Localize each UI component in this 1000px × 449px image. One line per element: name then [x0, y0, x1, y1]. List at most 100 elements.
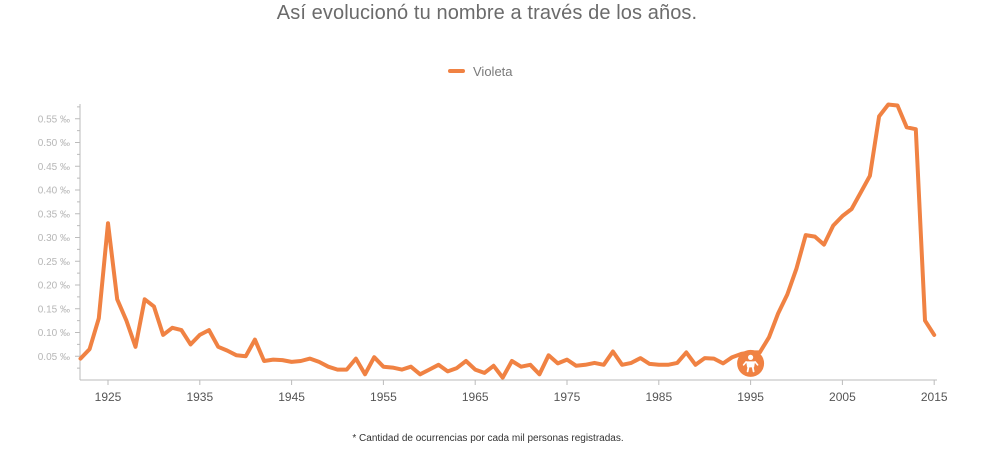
data-point[interactable] — [914, 127, 918, 131]
data-point[interactable] — [326, 365, 330, 369]
x-tick-label: 1965 — [462, 390, 489, 404]
data-point[interactable] — [712, 357, 716, 361]
data-point[interactable] — [730, 355, 734, 359]
data-point[interactable] — [859, 190, 863, 194]
data-point[interactable] — [574, 364, 578, 368]
marker-layer[interactable] — [737, 349, 765, 377]
data-point[interactable] — [391, 366, 395, 370]
data-point[interactable] — [225, 349, 229, 353]
data-point[interactable] — [336, 368, 340, 372]
data-point[interactable] — [648, 362, 652, 366]
data-point[interactable] — [886, 103, 890, 107]
data-point[interactable] — [932, 333, 936, 337]
data-point[interactable] — [519, 365, 523, 369]
data-point[interactable] — [840, 214, 844, 218]
data-point[interactable] — [464, 359, 468, 363]
data-point[interactable] — [106, 221, 110, 225]
data-point[interactable] — [244, 354, 248, 358]
data-point[interactable] — [427, 368, 431, 372]
data-point[interactable] — [179, 328, 183, 332]
data-point[interactable] — [253, 338, 257, 342]
data-point[interactable] — [620, 363, 624, 367]
data-point[interactable] — [271, 358, 275, 362]
data-point[interactable] — [638, 356, 642, 360]
data-point[interactable] — [198, 333, 202, 337]
data-point[interactable] — [813, 235, 817, 239]
data-point[interactable] — [583, 363, 587, 367]
data-point[interactable] — [161, 333, 165, 337]
data-point[interactable] — [446, 369, 450, 373]
data-point[interactable] — [124, 319, 128, 323]
data-point[interactable] — [418, 372, 422, 376]
data-point[interactable] — [611, 350, 615, 354]
data-point[interactable] — [262, 359, 266, 363]
data-point[interactable] — [152, 304, 156, 308]
data-point[interactable] — [492, 364, 496, 368]
data-point[interactable] — [684, 350, 688, 354]
data-point[interactable] — [317, 360, 321, 364]
data-point[interactable] — [363, 372, 367, 376]
data-point[interactable] — [602, 363, 606, 367]
data-point[interactable] — [657, 363, 661, 367]
data-point[interactable] — [510, 359, 514, 363]
data-point[interactable] — [822, 243, 826, 247]
data-point[interactable] — [776, 312, 780, 316]
data-point[interactable] — [134, 345, 138, 349]
data-point[interactable] — [868, 174, 872, 178]
y-tick-label: 0.05 ‰ — [38, 352, 70, 363]
data-point[interactable] — [170, 326, 174, 330]
data-point[interactable] — [675, 361, 679, 365]
data-point[interactable] — [372, 355, 376, 359]
data-point[interactable] — [400, 368, 404, 372]
x-tick-label: 2005 — [829, 390, 856, 404]
data-point[interactable] — [795, 266, 799, 270]
data-point[interactable] — [189, 342, 193, 346]
data-point[interactable] — [565, 358, 569, 362]
data-point[interactable] — [308, 357, 312, 361]
y-tick-label: 0.50 ‰ — [38, 138, 70, 149]
data-point[interactable] — [473, 368, 477, 372]
data-point[interactable] — [115, 297, 119, 301]
data-point[interactable] — [629, 361, 633, 365]
data-point[interactable] — [216, 345, 220, 349]
data-point[interactable] — [923, 319, 927, 323]
data-point[interactable] — [501, 376, 505, 380]
data-point[interactable] — [455, 366, 459, 370]
data-point[interactable] — [804, 233, 808, 237]
data-point[interactable] — [482, 371, 486, 375]
data-point[interactable] — [721, 361, 725, 365]
data-point[interactable] — [345, 368, 349, 372]
data-point[interactable] — [88, 347, 92, 351]
data-point[interactable] — [79, 357, 83, 361]
data-point[interactable] — [666, 363, 670, 367]
data-point[interactable] — [97, 316, 101, 320]
data-point[interactable] — [767, 335, 771, 339]
data-point[interactable] — [831, 224, 835, 228]
data-point[interactable] — [437, 363, 441, 367]
data-point[interactable] — [409, 365, 413, 369]
data-point[interactable] — [381, 365, 385, 369]
data-point[interactable] — [235, 353, 239, 357]
data-point[interactable] — [556, 361, 560, 365]
data-point[interactable] — [785, 293, 789, 297]
data-point[interactable] — [547, 353, 551, 357]
baby-icon[interactable] — [737, 349, 765, 377]
data-point[interactable] — [877, 114, 881, 118]
data-point[interactable] — [354, 357, 358, 361]
legend[interactable]: Violeta — [448, 62, 513, 80]
data-point[interactable] — [143, 297, 147, 301]
data-point[interactable] — [299, 359, 303, 363]
data-point[interactable] — [896, 104, 900, 108]
data-point[interactable] — [850, 207, 854, 211]
data-point[interactable] — [280, 358, 284, 362]
data-point[interactable] — [528, 363, 532, 367]
data-point[interactable] — [538, 372, 542, 376]
data-point[interactable] — [290, 360, 294, 364]
data-point[interactable] — [593, 361, 597, 365]
data-point[interactable] — [207, 328, 211, 332]
data-point[interactable] — [905, 125, 909, 129]
series-line-violeta — [78, 102, 937, 380]
data-point[interactable] — [694, 363, 698, 367]
data-point[interactable] — [703, 356, 707, 360]
